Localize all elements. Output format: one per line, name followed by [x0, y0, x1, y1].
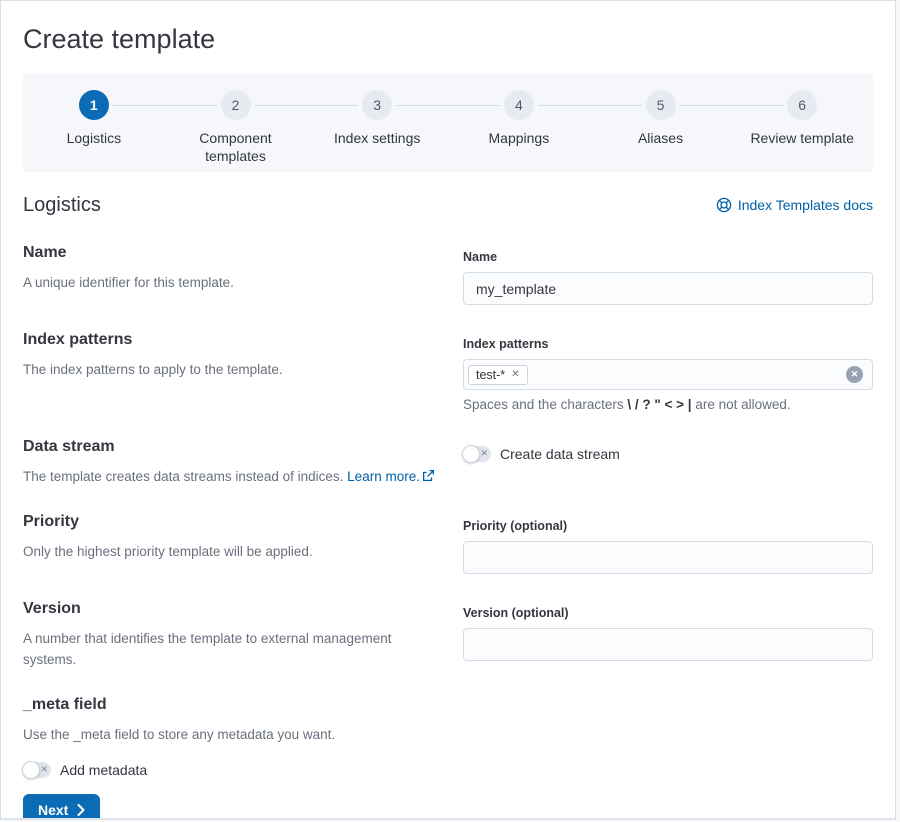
step-number-badge: 4: [503, 90, 534, 120]
step-label: Mappings: [488, 130, 550, 146]
meta-group-heading: _meta field: [23, 696, 107, 713]
step-label: Aliases: [637, 130, 684, 146]
step-number-badge: 5: [645, 90, 676, 120]
name-field-label: Name: [463, 250, 498, 264]
docs-link-label: Index Templates docs: [737, 197, 873, 213]
index-patterns-form-group: Index patterns The index patterns to app…: [23, 329, 873, 412]
logistics-form: Name A unique identifier for this templa…: [22, 242, 873, 779]
name-group-field: Name: [463, 242, 873, 305]
index-pattern-tag: test-* ✕: [468, 364, 528, 385]
name-group-info: Name A unique identifier for this templa…: [23, 242, 443, 305]
external-link-icon: [422, 470, 434, 481]
version-group-info: Version A number that identifies the tem…: [23, 598, 443, 670]
clear-combobox-icon[interactable]: ✕: [846, 366, 863, 383]
step-label: Review template: [750, 130, 854, 146]
version-input[interactable]: [463, 628, 873, 661]
priority-group-info: Priority Only the highest priority templ…: [23, 511, 443, 574]
step-review-template[interactable]: 6 Review template: [731, 90, 873, 172]
name-form-group: Name A unique identifier for this templa…: [23, 242, 873, 305]
step-mappings[interactable]: 4 Mappings: [448, 90, 590, 172]
version-group-heading: Version: [23, 600, 81, 617]
index-patterns-field-label: Index patterns: [463, 337, 549, 351]
step-progress-bar: 1 Logistics 2 Component templates 3 Inde…: [23, 74, 873, 172]
index-patterns-group-heading: Index patterns: [23, 331, 133, 348]
step-index-settings[interactable]: 3 Index settings: [306, 90, 448, 172]
help-docs-icon: [716, 197, 732, 213]
step-label: Component templates: [199, 130, 272, 164]
index-patterns-group-info: Index patterns The index patterns to app…: [23, 329, 443, 412]
priority-form-group: Priority Only the highest priority templ…: [23, 511, 873, 574]
create-data-stream-toggle[interactable]: ✕: [462, 445, 491, 463]
next-button[interactable]: Next: [23, 794, 101, 818]
help-text-suffix: are not allowed.: [691, 397, 791, 412]
data-stream-group-description: The template creates data streams instea…: [23, 466, 443, 487]
create-data-stream-toggle-label: Create data stream: [500, 446, 620, 462]
chevron-right-icon: [77, 804, 85, 816]
switch-thumb: [462, 445, 480, 463]
learn-more-link[interactable]: Learn more.: [347, 469, 420, 484]
meta-group-description: Use the _meta field to store any metadat…: [23, 727, 336, 742]
index-patterns-group-field: Index patterns test-* ✕ ✕ Spaces and the…: [463, 329, 873, 412]
step-label: Index settings: [333, 130, 421, 146]
meta-form-group: _meta field Use the _meta field to store…: [22, 694, 873, 779]
index-pattern-tag-label: test-*: [476, 367, 506, 382]
next-button-label: Next: [38, 802, 69, 818]
index-patterns-help-text: Spaces and the characters \ / ? " < > | …: [463, 397, 873, 412]
section-title: Logistics: [23, 194, 101, 216]
data-stream-group-info: Data stream The template creates data st…: [23, 436, 443, 487]
index-patterns-combobox[interactable]: test-* ✕ ✕: [463, 359, 873, 390]
data-stream-group-heading: Data stream: [23, 438, 115, 455]
switch-off-icon: ✕: [40, 764, 48, 775]
help-text-chars: \ / ? " < > |: [627, 397, 692, 412]
step-number-badge: 2: [220, 90, 251, 120]
switch-off-icon: ✕: [480, 448, 488, 459]
switch-thumb: [22, 761, 40, 779]
add-metadata-toggle-label: Add metadata: [60, 762, 148, 778]
step-logistics[interactable]: 1 Logistics: [23, 90, 165, 172]
name-input[interactable]: [463, 272, 873, 305]
version-group-field: Version (optional): [463, 598, 873, 670]
name-group-description: A unique identifier for this template.: [23, 275, 234, 290]
priority-group-description: Only the highest priority template will …: [23, 544, 313, 559]
priority-input[interactable]: [463, 541, 873, 574]
section-header: Logistics Index Templates docs: [23, 192, 873, 218]
priority-group-field: Priority (optional): [463, 511, 873, 574]
step-number-badge: 1: [78, 90, 109, 120]
data-stream-description-text: The template creates data streams instea…: [23, 469, 348, 484]
name-group-heading: Name: [23, 244, 67, 261]
help-text-prefix: Spaces and the characters: [463, 397, 628, 412]
add-metadata-toggle[interactable]: ✕: [22, 761, 51, 779]
priority-group-heading: Priority: [23, 513, 80, 530]
page-title: Create template: [23, 24, 216, 54]
create-data-stream-toggle-row: ✕ Create data stream: [462, 445, 873, 463]
step-number-badge: 3: [362, 90, 393, 120]
index-templates-docs-link[interactable]: Index Templates docs: [716, 197, 873, 213]
step-label: Logistics: [66, 130, 122, 146]
version-field-label: Version (optional): [463, 606, 569, 620]
version-group-description: A number that identifies the template to…: [23, 631, 392, 667]
version-form-group: Version A number that identifies the tem…: [23, 598, 873, 670]
add-metadata-toggle-row: ✕ Add metadata: [22, 761, 873, 779]
priority-field-label: Priority (optional): [463, 519, 568, 533]
data-stream-group-field: ✕ Create data stream: [462, 436, 873, 487]
data-stream-form-group: Data stream The template creates data st…: [23, 436, 873, 487]
step-component-templates[interactable]: 2 Component templates: [164, 90, 307, 172]
remove-tag-icon[interactable]: ✕: [511, 368, 520, 380]
step-number-badge: 6: [787, 90, 818, 120]
step-aliases[interactable]: 5 Aliases: [589, 90, 732, 172]
index-patterns-group-description: The index patterns to apply to the templ…: [23, 362, 283, 377]
